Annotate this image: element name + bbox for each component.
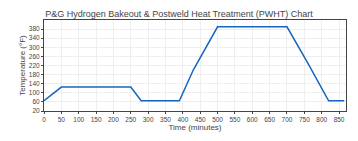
- svg-text:600: 600: [247, 116, 258, 123]
- svg-text:100: 100: [29, 89, 40, 96]
- svg-text:650: 650: [264, 116, 275, 123]
- svg-text:0: 0: [42, 116, 46, 123]
- svg-text:140: 140: [29, 80, 40, 87]
- svg-text:800: 800: [316, 116, 327, 123]
- svg-text:220: 220: [29, 62, 40, 69]
- svg-text:P&G Hydrogen Bakeout & Postwel: P&G Hydrogen Bakeout & Postweld Heat Tre…: [45, 9, 313, 19]
- svg-text:300: 300: [29, 44, 40, 51]
- svg-text:250: 250: [125, 116, 136, 123]
- svg-text:300: 300: [143, 116, 154, 123]
- svg-text:340: 340: [29, 34, 40, 41]
- svg-text:60: 60: [32, 98, 40, 105]
- svg-text:180: 180: [29, 71, 40, 78]
- svg-text:450: 450: [195, 116, 206, 123]
- svg-text:150: 150: [91, 116, 102, 123]
- svg-text:750: 750: [299, 116, 310, 123]
- svg-text:Temperature (°F): Temperature (°F): [18, 35, 27, 96]
- svg-text:700: 700: [282, 116, 293, 123]
- svg-text:500: 500: [212, 116, 223, 123]
- svg-text:380: 380: [29, 25, 40, 32]
- svg-text:260: 260: [29, 53, 40, 60]
- svg-text:850: 850: [334, 116, 345, 123]
- svg-text:50: 50: [58, 116, 66, 123]
- svg-text:200: 200: [108, 116, 119, 123]
- svg-text:20: 20: [32, 107, 40, 114]
- svg-text:100: 100: [73, 116, 84, 123]
- svg-text:550: 550: [229, 116, 240, 123]
- svg-text:400: 400: [177, 116, 188, 123]
- svg-text:350: 350: [160, 116, 171, 123]
- svg-text:Time (minutes): Time (minutes): [168, 123, 221, 132]
